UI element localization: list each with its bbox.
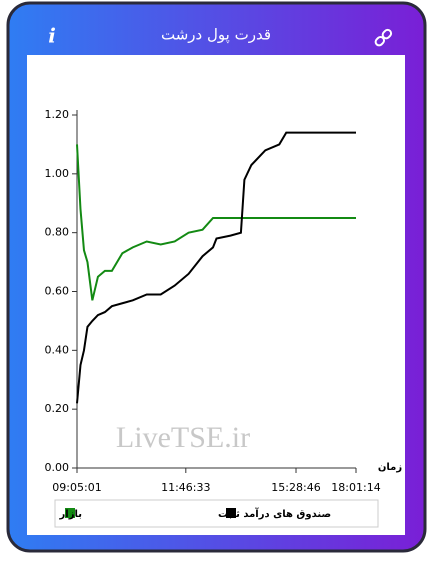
series-line: [76, 131, 356, 404]
card-title: قدرت پول درشت: [161, 26, 271, 45]
legend-label: بازار: [59, 509, 82, 520]
y-tick-label: 1.20: [45, 108, 70, 121]
legend: [54, 499, 379, 528]
info-button[interactable]: i: [48, 24, 56, 48]
card-body: [27, 55, 405, 535]
x-tick-label: 09:05:01: [52, 481, 101, 494]
legend-swatch: [65, 508, 75, 518]
y-tick-label: 0.00: [45, 461, 70, 474]
x-tick-label: 11:46:33: [161, 481, 210, 494]
legend-swatch: [226, 508, 236, 518]
x-tick-label: 15:28:46: [271, 481, 320, 494]
y-tick-label: 0.60: [45, 285, 70, 298]
series-line: [76, 144, 356, 301]
legend-label: صندوق های درآمد ثابت: [218, 507, 331, 520]
y-tick-label: 0.80: [45, 226, 70, 239]
y-tick-label: 0.40: [45, 343, 70, 356]
y-tick-label: 0.20: [45, 402, 70, 415]
watermark: LiveTSE.ir: [116, 421, 250, 454]
x-tick-label: 18:01:14: [331, 481, 380, 494]
link-button[interactable]: [374, 28, 393, 47]
x-axis-label: زمان: [378, 462, 402, 473]
y-tick-label: 1.00: [45, 167, 70, 180]
